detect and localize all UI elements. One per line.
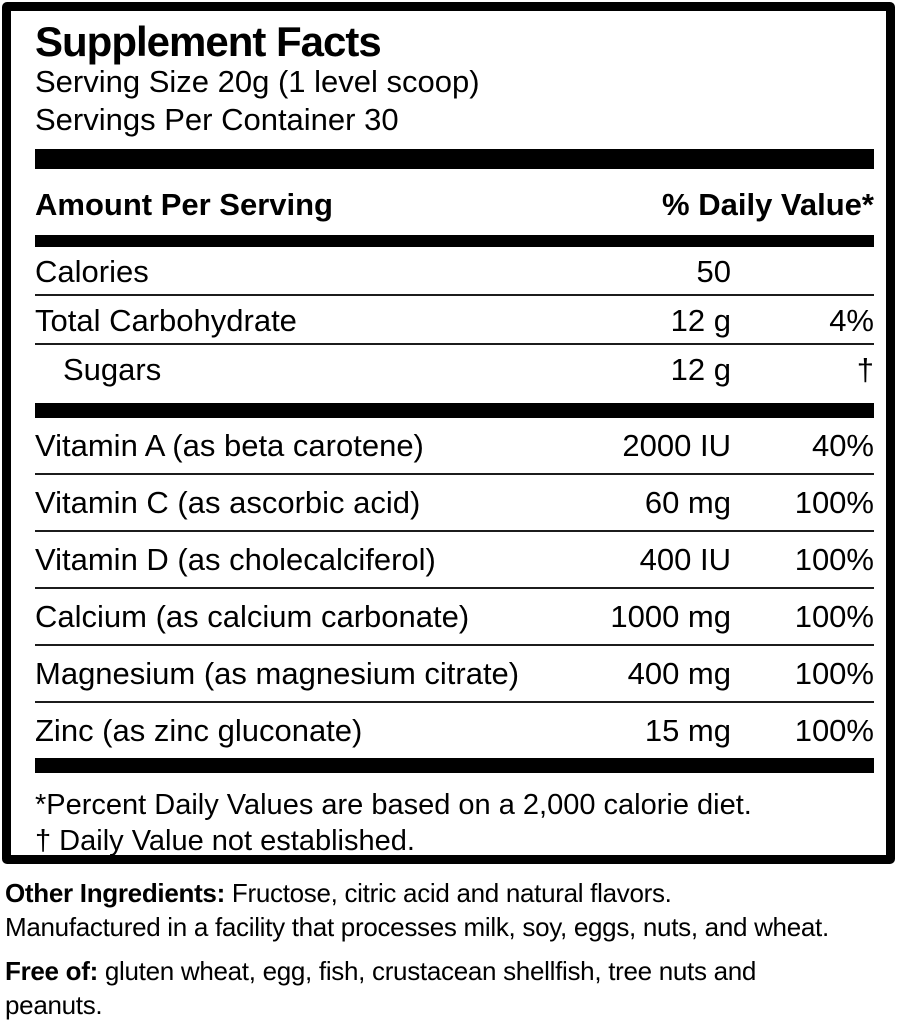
nutrient-name: Vitamin A (as beta carotene) — [35, 428, 424, 463]
nutrient-daily-value: 100% — [794, 485, 874, 520]
divider-bar-middle — [35, 403, 874, 418]
nutrient-amount: 50 — [696, 254, 731, 289]
panel-title: Supplement Facts — [35, 18, 382, 65]
nutrient-amount: 60 mg — [644, 485, 731, 520]
nutrient-row-total-carbohydrate: Total Carbohydrate 12 g 4% — [35, 296, 874, 345]
nutrient-row-sugars: Sugars 12 g † — [35, 345, 874, 403]
amount-per-serving-header: Amount Per Serving — [35, 187, 333, 222]
nutrient-name: Calcium (as calcium carbonate) — [35, 599, 470, 634]
free-of-text: gluten wheat, egg, fish, crustacean shel… — [5, 956, 757, 1020]
nutrient-row-calcium: Calcium (as calcium carbonate) 1000 mg 1… — [35, 589, 874, 646]
nutrient-row-vitamin-d: Vitamin D (as cholecalciferol) 400 IU 10… — [35, 532, 874, 589]
other-ingredients-line: Other Ingredients: Fructose, citric acid… — [5, 876, 911, 910]
other-ingredients-label: Other Ingredients: — [5, 878, 225, 908]
nutrient-amount: 2000 IU — [622, 428, 731, 463]
daily-value-header: % Daily Value* — [662, 187, 874, 222]
nutrient-name: Magnesium (as magnesium citrate) — [35, 656, 520, 691]
nutrient-amount: 1000 mg — [610, 599, 731, 634]
nutrient-name: Calories — [35, 254, 149, 289]
nutrient-row-zinc: Zinc (as zinc gluconate) 15 mg 100% — [35, 703, 874, 758]
nutrient-name: Vitamin C (as ascorbic acid) — [35, 485, 421, 520]
free-of-line: Free of: gluten wheat, egg, fish, crusta… — [5, 954, 845, 1022]
supplement-facts-panel: Supplement Facts Serving Size 20g (1 lev… — [2, 2, 895, 864]
divider-bar-top — [35, 149, 874, 169]
nutrient-daily-value: † — [856, 352, 874, 387]
nutrient-amount: 400 mg — [627, 656, 731, 691]
nutrient-daily-value: 4% — [829, 303, 874, 338]
nutrient-row-vitamin-a: Vitamin A (as beta carotene) 2000 IU 40% — [35, 418, 874, 475]
below-panel-text: Other Ingredients: Fructose, citric acid… — [5, 876, 911, 1022]
footnote-daily-value-not-established: † Daily Value not established. — [35, 825, 415, 857]
nutrient-row-magnesium: Magnesium (as magnesium citrate) 400 mg … — [35, 646, 874, 703]
nutrient-daily-value: 100% — [794, 542, 874, 577]
serving-size: Serving Size 20g (1 level scoop) — [35, 64, 480, 99]
free-of-label: Free of: — [5, 956, 98, 986]
nutrient-amount: 15 mg — [644, 713, 731, 748]
divider-bar-bottom — [35, 758, 874, 773]
nutrient-amount: 12 g — [670, 352, 731, 387]
nutrient-row-calories: Calories 50 — [35, 247, 874, 296]
nutrient-name: Total Carbohydrate — [35, 303, 297, 338]
nutrient-daily-value: 100% — [794, 656, 874, 691]
nutrient-name: Vitamin D (as cholecalciferol) — [35, 542, 436, 577]
nutrient-daily-value: 100% — [794, 713, 874, 748]
column-header-row: Amount Per Serving % Daily Value* — [35, 169, 874, 235]
nutrient-daily-value: 100% — [794, 599, 874, 634]
servings-per-container: Servings Per Container 30 — [35, 102, 399, 137]
nutrient-amount: 12 g — [670, 303, 731, 338]
manufactured-line: Manufactured in a facility that processe… — [5, 912, 829, 942]
nutrient-name: Zinc (as zinc gluconate) — [35, 713, 363, 748]
divider-bar-header — [35, 235, 874, 247]
nutrient-name: Sugars — [63, 352, 162, 387]
nutrient-daily-value: 40% — [811, 428, 874, 463]
nutrient-row-vitamin-c: Vitamin C (as ascorbic acid) 60 mg 100% — [35, 475, 874, 532]
footnote-percent-daily-values: *Percent Daily Values are based on a 2,0… — [35, 789, 752, 821]
nutrient-amount: 400 IU — [639, 542, 731, 577]
other-ingredients-text: Fructose, citric acid and natural flavor… — [224, 878, 672, 908]
footnotes: *Percent Daily Values are based on a 2,0… — [35, 773, 874, 859]
